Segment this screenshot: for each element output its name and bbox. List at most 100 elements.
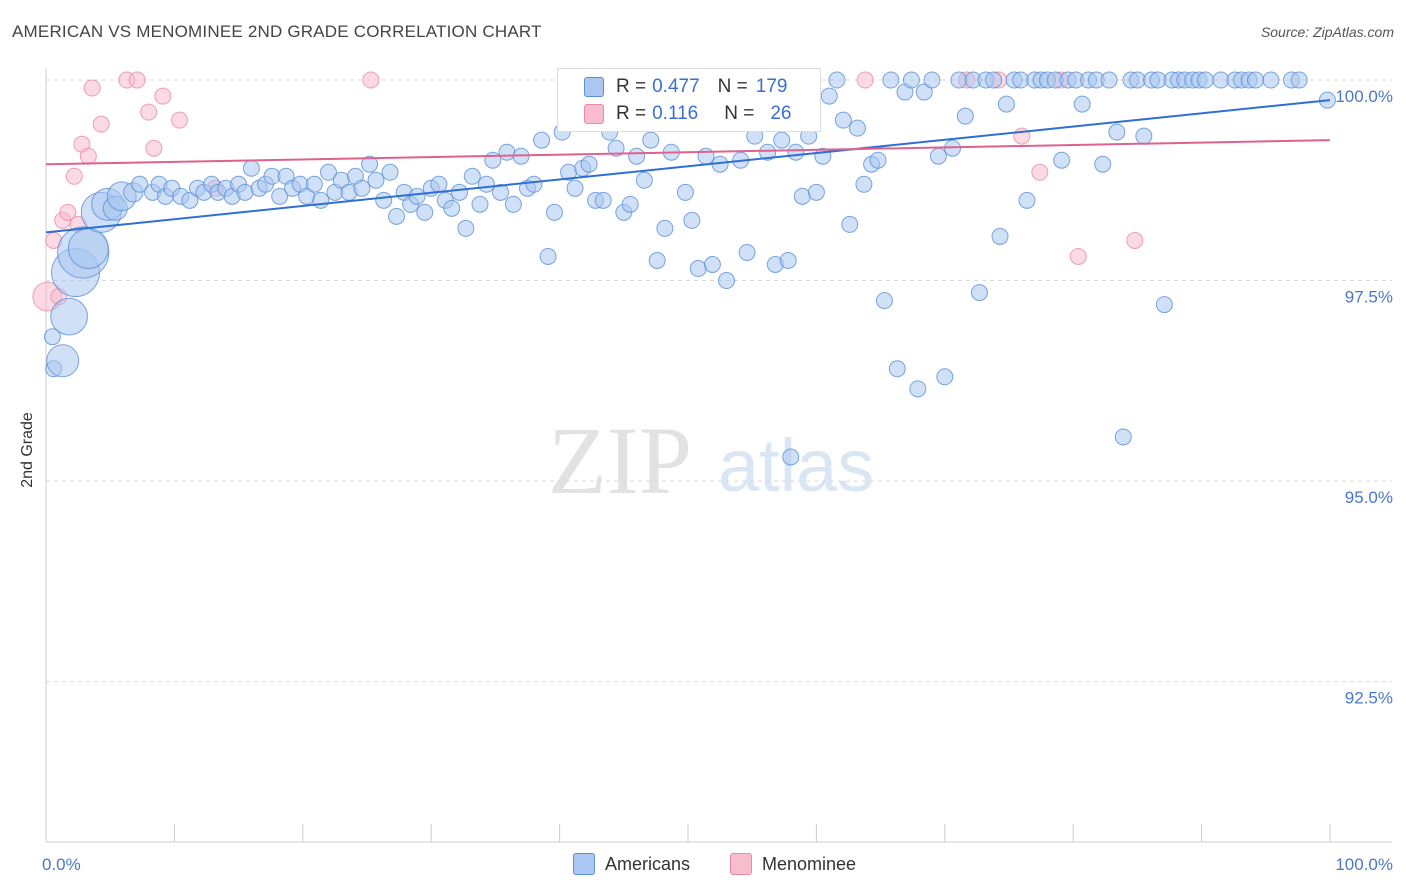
americans-point (43, 328, 61, 346)
menominee-point (128, 71, 146, 89)
r-label: R = (616, 76, 647, 97)
n-label: N = (724, 103, 755, 124)
menominee-point (1126, 231, 1144, 249)
americans-point (1108, 123, 1126, 141)
americans-point (834, 111, 852, 129)
americans-point (1196, 71, 1214, 89)
watermark-zip: ZIP (548, 407, 692, 514)
americans-point (539, 247, 557, 265)
stats-legend-row-americans: R = 0.477 N = 179 (584, 76, 787, 98)
x-tick-label: 100.0% (1335, 855, 1393, 874)
americans-point (1053, 151, 1071, 169)
americans-point (492, 183, 510, 201)
legend-americans-label: Americans (605, 853, 691, 874)
americans-point (408, 187, 426, 205)
y-tick-label: 97.5% (1345, 288, 1393, 307)
americans-point (689, 260, 707, 278)
americans-point (566, 179, 584, 197)
americans-points (43, 71, 1336, 466)
americans-point (779, 251, 797, 269)
americans-point (997, 95, 1015, 113)
r-label: R = (616, 103, 647, 124)
menominee-swatch (584, 104, 604, 124)
americans-point (67, 227, 109, 269)
americans-point (416, 203, 434, 221)
americans-point (683, 211, 701, 229)
americans-point (1149, 71, 1167, 89)
americans-point (594, 191, 612, 209)
x-tick-labels: 0.0% 100.0% (42, 855, 1393, 874)
n-value-menominee: 26 (770, 103, 792, 124)
americans-point (1094, 155, 1112, 173)
americans-point (457, 219, 475, 237)
n-label: N = (717, 76, 748, 97)
legend-americans-swatch (573, 853, 595, 875)
menominee-point (140, 103, 158, 121)
americans-point (848, 119, 866, 137)
menominee-point (92, 115, 110, 133)
menominee-point (79, 147, 97, 165)
americans-point (533, 131, 551, 149)
americans-point (353, 179, 371, 197)
americans-point (915, 83, 933, 101)
americans-point (443, 199, 461, 217)
axes (45, 68, 1392, 843)
americans-point (1100, 71, 1118, 89)
americans-point (718, 272, 736, 290)
americans-point (1135, 127, 1153, 145)
americans-point (545, 203, 563, 221)
menominee-point (83, 79, 101, 97)
legend-menominee-label: Menominee (762, 853, 857, 874)
x-tick-label: 0.0% (42, 855, 81, 874)
y-tick-label: 92.5% (1345, 689, 1393, 708)
americans-point (181, 191, 199, 209)
americans-point (621, 195, 639, 213)
y-tick-labels: 92.5% 95.0% 97.5% 100.0% (1335, 87, 1393, 708)
americans-point (1247, 71, 1265, 89)
americans-point (1012, 71, 1030, 89)
americans-point (703, 256, 721, 274)
americans-point (607, 139, 625, 157)
americans-point (828, 71, 846, 89)
americans-point (656, 219, 674, 237)
americans-point (787, 143, 805, 161)
legend-item-americans: Americans (573, 852, 690, 876)
americans-point (936, 368, 954, 386)
americans-point (676, 183, 694, 201)
r-value-menominee: 0.116 (652, 103, 699, 124)
americans-point (50, 297, 89, 336)
americans-point (697, 147, 715, 165)
americans-point (1128, 71, 1146, 89)
americans-point (580, 155, 598, 173)
americans-point (1262, 71, 1280, 89)
americans-point (1073, 95, 1091, 113)
americans-point (1114, 428, 1132, 446)
americans-point (367, 171, 385, 189)
americans-point (242, 159, 260, 177)
americans-point (525, 175, 543, 193)
americans-point (305, 175, 323, 193)
menominee-point (154, 87, 172, 105)
legend-item-menominee: Menominee (730, 852, 856, 876)
americans-point (888, 360, 906, 378)
americans-point (381, 163, 399, 181)
americans-point (985, 71, 1003, 89)
trend-lines (45, 99, 1331, 234)
americans-point (1212, 71, 1230, 89)
americans-point (498, 143, 516, 161)
americans-point (1290, 71, 1308, 89)
americans-point (1155, 296, 1173, 314)
americans-point (484, 151, 502, 169)
americans-point (956, 107, 974, 125)
americans-point (430, 175, 448, 193)
americans-point (1018, 191, 1036, 209)
menominee-point (362, 71, 380, 89)
americans-point (807, 183, 825, 201)
menominee-point (65, 167, 83, 185)
n-value-americans: 179 (755, 76, 788, 97)
americans-point (841, 215, 859, 233)
americans-point (131, 175, 149, 193)
americans-point (463, 167, 481, 185)
americans-point (902, 71, 920, 89)
stats-legend: R = 0.477 N = 179 R = 0.116 N = 26 (557, 68, 821, 132)
